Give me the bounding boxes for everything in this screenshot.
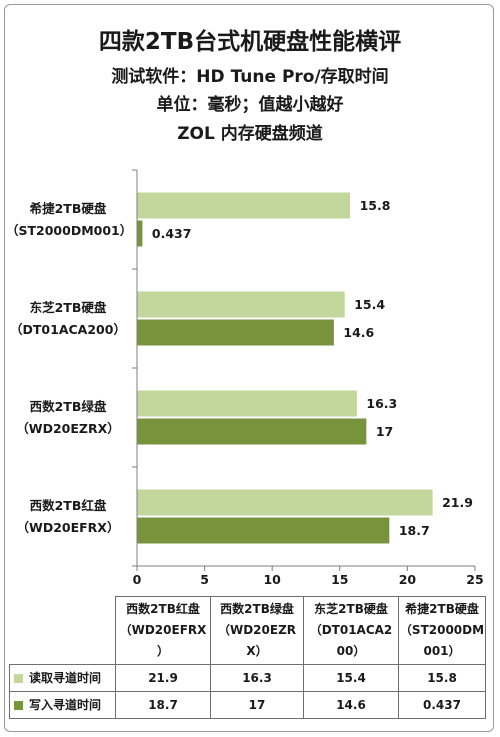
- table-cell: 18.7: [115, 691, 211, 719]
- table-cell: 14.6: [303, 691, 399, 719]
- table-header-cell: 西数2TB红盘 （WD20EFRX）: [115, 596, 211, 665]
- x-tick-label: 20: [398, 572, 417, 587]
- category-label-line: （WD20EZRX）: [16, 420, 120, 436]
- value-label: 21.9: [442, 494, 473, 510]
- table-header-cell: 西数2TB绿盘 （WD20EZR X）: [210, 596, 304, 665]
- chart-subtitle-source: ZOL 内存硬盘频道: [177, 124, 323, 144]
- data-table: 西数2TB红盘 （WD20EFRX） 西数2TB绿盘 （WD20EZR X） 东芝2T…: [9, 596, 486, 719]
- table-header-cell: 东芝2TB硬盘 （DT01ACA2 00）: [303, 596, 399, 665]
- table-cell: 17: [210, 691, 304, 719]
- legend-swatch-read: [14, 673, 23, 683]
- bar-read-2: [136, 389, 358, 418]
- category-label-line: （ST2000DM001）: [6, 222, 133, 238]
- table-row-write: 写入寻道时间 18.7 17 14.6 0.437: [9, 691, 486, 719]
- value-label: 16.3: [366, 395, 398, 411]
- category-label: 西数2TB绿盘 （WD20EZRX）: [6, 396, 130, 440]
- bar-read-0: [136, 191, 352, 220]
- table-corner: [9, 596, 116, 665]
- table-row-read: 读取寻道时间 21.9 16.3 15.4 15.8: [9, 664, 486, 692]
- category-label-line: 东芝2TB硬盘: [29, 299, 107, 315]
- x-tick-label: 25: [466, 572, 484, 587]
- value-label: 17: [375, 423, 394, 439]
- category-label-line: 希捷2TB硬盘: [29, 200, 107, 216]
- value-label: 15.8: [359, 197, 391, 213]
- category-label: 东芝2TB硬盘 （DT01ACA200）: [6, 297, 130, 341]
- category-label-line: 西数2TB绿盘: [29, 398, 107, 414]
- chart-title: 四款2TB台式机硬盘性能横评: [98, 29, 402, 55]
- category-label-line: （DT01ACA200）: [10, 321, 126, 337]
- bar-write-1: [136, 318, 335, 347]
- value-label: 0.437: [151, 225, 192, 241]
- table-cell: 16.3: [210, 664, 304, 692]
- table-header-cell: 希捷2TB硬盘 （ST2000DM 001）: [398, 596, 486, 665]
- bar-write-2: [136, 417, 368, 446]
- category-label: 西数2TB红盘 （WD20EFRX）: [6, 495, 130, 539]
- table-cell: 15.8: [398, 664, 486, 692]
- table-cell: 15.4: [303, 664, 399, 692]
- chart-subtitle-unit: 单位：毫秒；值越小越好: [156, 95, 344, 115]
- value-label: 14.6: [343, 324, 375, 340]
- legend-write: 写入寻道时间: [9, 691, 116, 719]
- x-tick-label: 10: [263, 572, 281, 587]
- bar-write-3: [136, 516, 391, 545]
- value-label: 15.4: [354, 296, 386, 312]
- category-label: 希捷2TB硬盘 （ST2000DM001）: [6, 198, 133, 242]
- table-cell: 21.9: [115, 664, 211, 692]
- bar-read-1: [136, 290, 346, 319]
- x-tick-label: 0: [132, 572, 142, 587]
- bar-write-0: [136, 219, 144, 248]
- bar-read-3: [136, 488, 434, 517]
- category-label-line: （WD20EFRX）: [16, 519, 120, 535]
- legend-read: 读取寻道时间: [9, 664, 116, 692]
- table-header-row: 西数2TB红盘 （WD20EFRX） 西数2TB绿盘 （WD20EZR X） 东芝2T…: [9, 596, 486, 665]
- chart-subtitle-software: 测试软件：HD Tune Pro/存取时间: [111, 67, 389, 87]
- x-tick-label: 15: [331, 572, 349, 587]
- table-cell: 0.437: [398, 691, 486, 719]
- value-label: 18.7: [398, 522, 430, 538]
- legend-swatch-write: [14, 700, 23, 710]
- category-label-line: 西数2TB红盘: [29, 497, 107, 513]
- x-tick-label: 5: [200, 572, 209, 587]
